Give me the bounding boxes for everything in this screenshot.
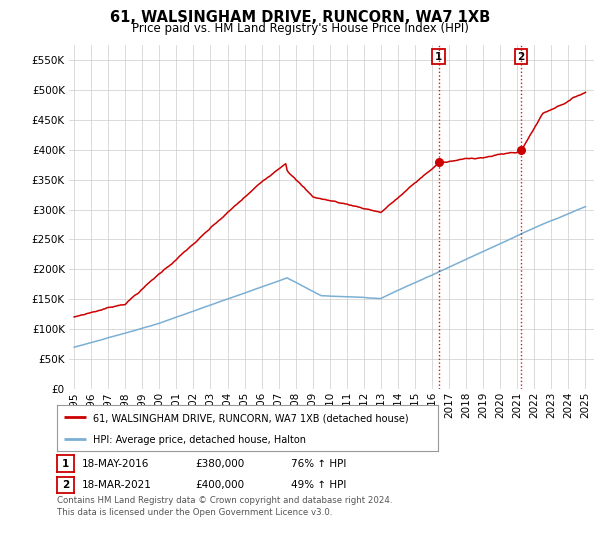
Text: 1: 1 xyxy=(435,52,442,62)
Text: 2: 2 xyxy=(517,52,524,62)
Text: HPI: Average price, detached house, Halton: HPI: Average price, detached house, Halt… xyxy=(93,435,306,445)
Text: £380,000: £380,000 xyxy=(195,459,244,469)
Text: 49% ↑ HPI: 49% ↑ HPI xyxy=(291,480,346,490)
Text: Contains HM Land Registry data © Crown copyright and database right 2024.
This d: Contains HM Land Registry data © Crown c… xyxy=(57,496,392,517)
Text: 61, WALSINGHAM DRIVE, RUNCORN, WA7 1XB (detached house): 61, WALSINGHAM DRIVE, RUNCORN, WA7 1XB (… xyxy=(93,413,409,423)
Text: 76% ↑ HPI: 76% ↑ HPI xyxy=(291,459,346,469)
Text: 1: 1 xyxy=(62,459,69,469)
Text: 61, WALSINGHAM DRIVE, RUNCORN, WA7 1XB: 61, WALSINGHAM DRIVE, RUNCORN, WA7 1XB xyxy=(110,10,490,25)
Text: Price paid vs. HM Land Registry's House Price Index (HPI): Price paid vs. HM Land Registry's House … xyxy=(131,22,469,35)
Text: 2: 2 xyxy=(62,480,69,490)
Text: 18-MAR-2021: 18-MAR-2021 xyxy=(82,480,152,490)
Text: 18-MAY-2016: 18-MAY-2016 xyxy=(82,459,149,469)
Text: £400,000: £400,000 xyxy=(195,480,244,490)
